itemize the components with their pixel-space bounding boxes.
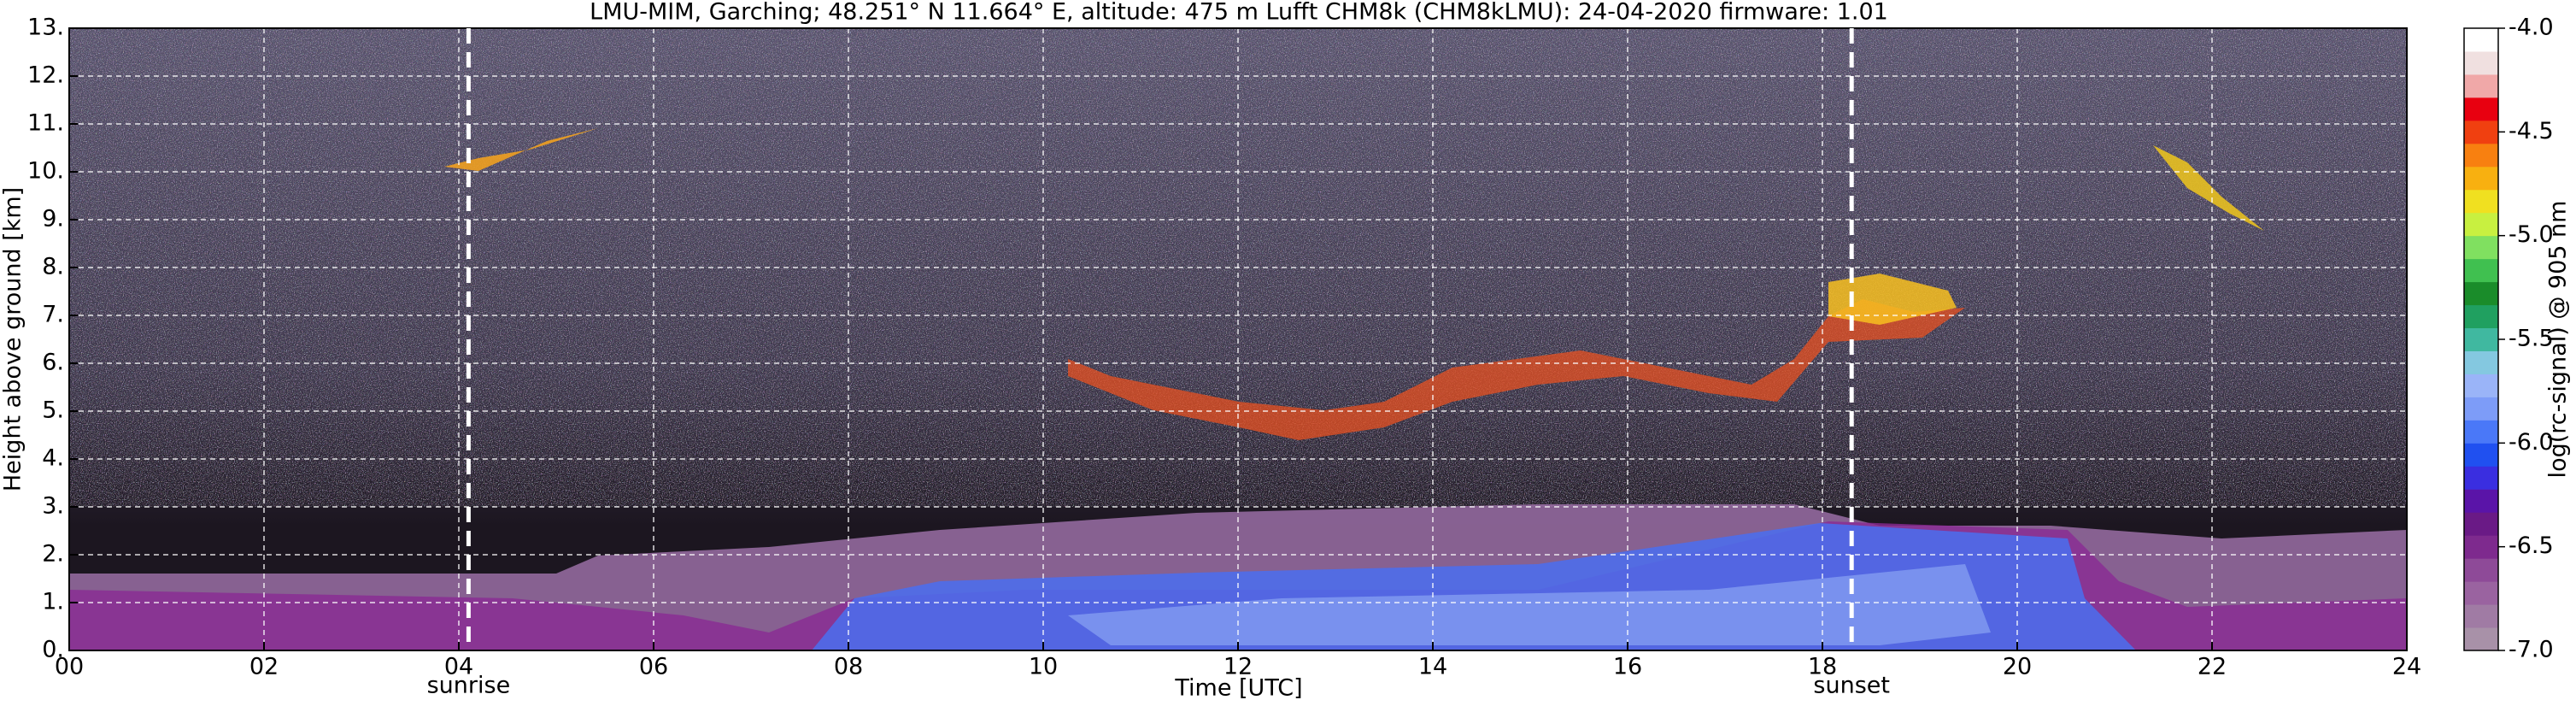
x-tick-label: 14 xyxy=(1418,654,1447,680)
colorbar-segment xyxy=(2464,120,2498,144)
cloud-top xyxy=(1828,274,1957,325)
colorbar-segment xyxy=(2464,512,2498,536)
y-tick-label: 11. xyxy=(27,110,64,137)
y-tick-label: 2. xyxy=(42,541,64,568)
colorbar-segment xyxy=(2464,143,2498,168)
colorbar-tick-label: -5.5 xyxy=(2509,326,2554,352)
y-tick-label: 4. xyxy=(42,445,64,472)
colorbar-segment xyxy=(2464,466,2498,490)
colorbar-segment xyxy=(2464,374,2498,397)
colorbar-segment xyxy=(2464,350,2498,374)
colorbar-segment xyxy=(2464,212,2498,237)
cirrus xyxy=(444,128,598,171)
x-tick-label: 02 xyxy=(249,654,279,680)
x-tick-label: 04 xyxy=(444,654,473,680)
y-tick-label: 3. xyxy=(42,493,64,520)
y-tick-label: 13. xyxy=(27,15,64,41)
colorbar-segment xyxy=(2464,604,2498,628)
colorbar-segment xyxy=(2464,74,2498,98)
x-axis-label: Time [UTC] xyxy=(1174,675,1302,702)
colorbar-segment xyxy=(2464,581,2498,605)
y-tick-label: 8. xyxy=(42,254,64,280)
colorbar-segment xyxy=(2464,627,2498,651)
y-tick-label: 6. xyxy=(42,350,64,376)
colorbar-tick-label: -4.0 xyxy=(2509,15,2554,41)
colorbar-label: log(rc-signal) @ 905 nm xyxy=(2545,201,2572,479)
y-tick-label: 1. xyxy=(42,589,64,615)
colorbar-tick-label: -6.0 xyxy=(2509,429,2554,456)
y-tick-label: 9. xyxy=(42,206,64,232)
colorbar-segment xyxy=(2464,97,2498,121)
colorbar-tick-label: -7.0 xyxy=(2509,637,2554,663)
colorbar-segment xyxy=(2464,420,2498,444)
y-axis-label: Height above ground [km] xyxy=(0,187,26,491)
colorbar-segment xyxy=(2464,281,2498,306)
x-tick-label: 00 xyxy=(55,654,84,680)
y-tick-label: 7. xyxy=(42,302,64,328)
colorbar-tick-label: -4.5 xyxy=(2509,118,2554,144)
colorbar-segment xyxy=(2464,304,2498,329)
y-tick-label: 0. xyxy=(42,637,64,663)
annotation-label: sunset xyxy=(1813,673,1890,699)
colorbar-segment xyxy=(2464,28,2498,52)
x-tick-label: 10 xyxy=(1029,654,1058,680)
x-tick-label: 20 xyxy=(2003,654,2032,680)
x-tick-label: 12 xyxy=(1223,654,1253,680)
colorbar-segment xyxy=(2464,166,2498,191)
mixed-layer-top xyxy=(1068,564,1991,645)
x-tick-label: 16 xyxy=(1613,654,1642,680)
colorbar-segment xyxy=(2464,235,2498,260)
colorbar-tick-label: -6.5 xyxy=(2509,532,2554,559)
colorbar-segment xyxy=(2464,258,2498,283)
cloud-layer xyxy=(1068,299,1965,440)
x-tick-label: 06 xyxy=(639,654,668,680)
colorbar-segment xyxy=(2464,327,2498,351)
colorbar-segment xyxy=(2464,50,2498,75)
y-tick-label: 10. xyxy=(27,158,64,185)
chart-title: LMU-MIM, Garching; 48.251° N 11.664° E, … xyxy=(590,0,1888,26)
x-tick-label: 24 xyxy=(2392,654,2421,680)
annotation-label: sunrise xyxy=(427,673,511,699)
colorbar-segment xyxy=(2464,189,2498,214)
x-tick-label: 08 xyxy=(834,654,863,680)
colorbar-segment xyxy=(2464,397,2498,421)
y-tick-label: 5. xyxy=(42,397,64,424)
colorbar-segment xyxy=(2464,443,2498,467)
colorbar-segment xyxy=(2464,489,2498,513)
cirrus-late xyxy=(2153,145,2264,231)
x-tick-label: 22 xyxy=(2198,654,2227,680)
colorbar-tick-label: -5.0 xyxy=(2509,221,2554,248)
x-tick-label: 18 xyxy=(1808,654,1837,680)
colorbar-segment xyxy=(2464,558,2498,582)
colorbar-segment xyxy=(2464,535,2498,559)
y-tick-label: 12. xyxy=(27,62,64,89)
